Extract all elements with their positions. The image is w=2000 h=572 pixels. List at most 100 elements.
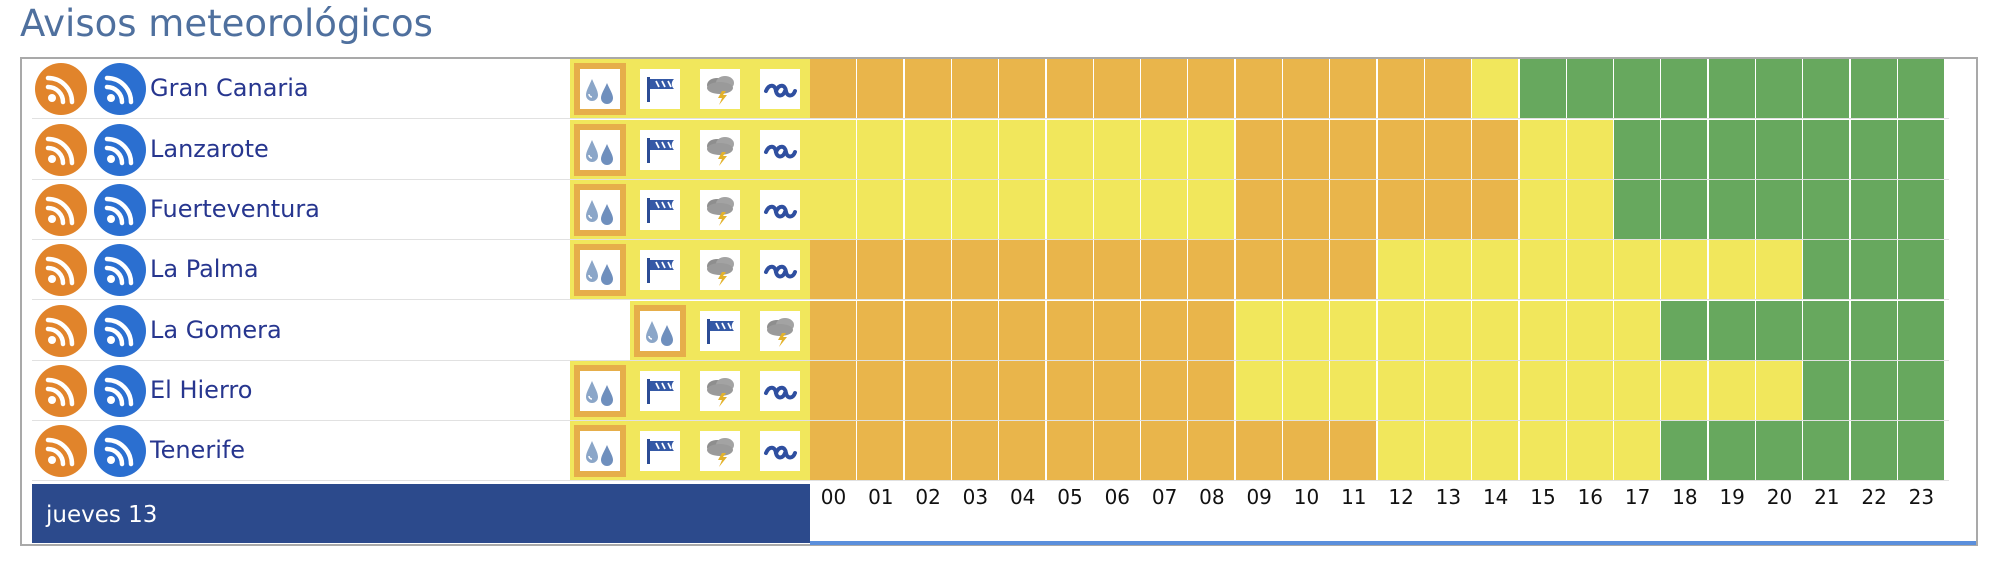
warning-cell[interactable] [1850, 59, 1897, 118]
rain-icon[interactable] [574, 365, 626, 417]
warning-cell[interactable] [1377, 301, 1424, 360]
warning-cell[interactable] [1330, 120, 1377, 179]
warning-cell[interactable] [1566, 120, 1613, 179]
zone-link[interactable]: Fuerteventura [150, 195, 320, 223]
warning-cell[interactable] [1377, 180, 1424, 239]
warning-cell[interactable] [1614, 120, 1661, 179]
warning-cell[interactable] [1519, 120, 1566, 179]
warning-cell[interactable] [951, 421, 998, 480]
warning-cell[interactable] [1850, 301, 1897, 360]
warning-cell[interactable] [1283, 421, 1329, 480]
warning-cell[interactable] [1330, 301, 1377, 360]
warning-cell[interactable] [1756, 301, 1802, 360]
warning-cell[interactable] [1330, 180, 1377, 239]
storm-icon[interactable] [694, 184, 746, 236]
warning-cell[interactable] [1708, 59, 1755, 118]
warning-cell[interactable] [857, 59, 904, 118]
warning-cell[interactable] [1897, 421, 1944, 480]
zone-link[interactable]: La Palma [150, 255, 259, 283]
warning-cell[interactable] [1614, 59, 1661, 118]
warning-cell[interactable] [810, 240, 856, 299]
warning-cell[interactable] [999, 301, 1046, 360]
warning-cell[interactable] [951, 120, 998, 179]
rss-feed-icon[interactable] [35, 244, 87, 296]
warning-cell[interactable] [1093, 361, 1140, 420]
warning-cell[interactable] [1283, 180, 1329, 239]
warning-cell[interactable] [1283, 59, 1329, 118]
rss-feed-icon[interactable] [35, 124, 87, 176]
warning-cell[interactable] [1424, 240, 1471, 299]
rss-feed-icon[interactable] [35, 365, 87, 417]
warning-cell[interactable] [1377, 421, 1424, 480]
warning-cell[interactable] [1424, 301, 1471, 360]
warning-cell[interactable] [1566, 421, 1613, 480]
warning-cell[interactable] [1424, 421, 1471, 480]
zone-link[interactable]: Lanzarote [150, 135, 269, 163]
zone-link[interactable]: Tenerife [150, 436, 246, 464]
warning-cell[interactable] [1141, 240, 1188, 299]
warning-cell[interactable] [999, 421, 1046, 480]
warning-cell[interactable] [1803, 120, 1850, 179]
warning-cell[interactable] [999, 180, 1046, 239]
warning-cell[interactable] [1803, 180, 1850, 239]
warning-cell[interactable] [1472, 120, 1519, 179]
warning-cell[interactable] [1235, 240, 1282, 299]
warning-cell[interactable] [999, 240, 1046, 299]
warning-cell[interactable] [857, 180, 904, 239]
storm-icon[interactable] [694, 365, 746, 417]
warning-cell[interactable] [1614, 180, 1661, 239]
warning-cell[interactable] [1188, 59, 1235, 118]
warning-cell[interactable] [1519, 361, 1566, 420]
warning-cell[interactable] [1850, 240, 1897, 299]
warning-cell[interactable] [857, 301, 904, 360]
warning-cell[interactable] [1283, 120, 1329, 179]
warning-cell[interactable] [1377, 59, 1424, 118]
warning-cell[interactable] [1235, 421, 1282, 480]
warning-cell[interactable] [857, 361, 904, 420]
warning-cell[interactable] [1803, 240, 1850, 299]
warning-cell[interactable] [1614, 240, 1661, 299]
warning-cell[interactable] [1566, 240, 1613, 299]
warning-cell[interactable] [1756, 421, 1802, 480]
warning-cell[interactable] [1708, 240, 1755, 299]
wind-icon[interactable] [634, 63, 686, 115]
storm-icon[interactable] [694, 63, 746, 115]
warning-cell[interactable] [904, 301, 951, 360]
warning-cell[interactable] [810, 59, 856, 118]
wind-icon[interactable] [694, 305, 746, 357]
rss-feed-alt-icon[interactable] [94, 425, 146, 477]
warning-cell[interactable] [951, 240, 998, 299]
warning-cell[interactable] [1850, 361, 1897, 420]
rss-feed-alt-icon[interactable] [94, 244, 146, 296]
warning-cell[interactable] [1093, 59, 1140, 118]
warning-cell[interactable] [1472, 301, 1519, 360]
coastal-icon[interactable] [754, 244, 806, 296]
warning-cell[interactable] [951, 301, 998, 360]
warning-cell[interactable] [1661, 180, 1708, 239]
warning-cell[interactable] [999, 361, 1046, 420]
warning-cell[interactable] [1756, 180, 1802, 239]
warning-cell[interactable] [857, 120, 904, 179]
warning-cell[interactable] [1897, 240, 1944, 299]
warning-cell[interactable] [1141, 421, 1188, 480]
warning-cell[interactable] [904, 421, 951, 480]
warning-cell[interactable] [1093, 240, 1140, 299]
rain-icon[interactable] [574, 124, 626, 176]
rain-icon[interactable] [634, 305, 686, 357]
warning-cell[interactable] [999, 120, 1046, 179]
wind-icon[interactable] [634, 425, 686, 477]
warning-cell[interactable] [1661, 120, 1708, 179]
warning-cell[interactable] [810, 421, 856, 480]
warning-cell[interactable] [1661, 301, 1708, 360]
warning-cell[interactable] [1708, 421, 1755, 480]
warning-cell[interactable] [1472, 59, 1519, 118]
warning-cell[interactable] [1661, 361, 1708, 420]
warning-cell[interactable] [810, 120, 856, 179]
warning-cell[interactable] [1708, 180, 1755, 239]
warning-cell[interactable] [1046, 120, 1093, 179]
warning-cell[interactable] [1472, 180, 1519, 239]
storm-icon[interactable] [694, 124, 746, 176]
rain-icon[interactable] [574, 184, 626, 236]
warning-cell[interactable] [1093, 120, 1140, 179]
warning-cell[interactable] [1330, 361, 1377, 420]
